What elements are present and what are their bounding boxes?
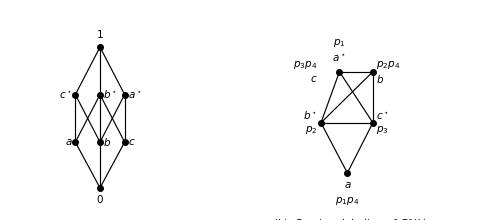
Text: (b)  Coprime labeling of $G^c(L)$: (b) Coprime labeling of $G^c(L)$ bbox=[273, 218, 427, 220]
Text: $p_3$: $p_3$ bbox=[376, 124, 389, 136]
Text: (a)  $L = \mathbf{2}^3$: (a) $L = \mathbf{2}^3$ bbox=[74, 218, 126, 220]
Text: $p_2$: $p_2$ bbox=[305, 124, 318, 136]
Text: 0: 0 bbox=[97, 195, 103, 205]
Text: $a$: $a$ bbox=[64, 137, 72, 147]
Text: $p_2p_4$: $p_2p_4$ bbox=[376, 59, 400, 71]
Text: $a^\star$: $a^\star$ bbox=[332, 52, 346, 64]
Text: $c^\star$: $c^\star$ bbox=[376, 110, 390, 122]
Text: $p_1$: $p_1$ bbox=[333, 37, 345, 49]
Text: $b$: $b$ bbox=[376, 73, 384, 85]
Text: $b$: $b$ bbox=[102, 136, 110, 148]
Text: $p_1p_4$: $p_1p_4$ bbox=[335, 195, 359, 207]
Text: $p_3p_4$: $p_3p_4$ bbox=[293, 59, 318, 71]
Text: $c$: $c$ bbox=[310, 74, 318, 84]
Text: $a$: $a$ bbox=[344, 180, 351, 190]
Text: $b^\star$: $b^\star$ bbox=[102, 88, 117, 101]
Text: $a^\star$: $a^\star$ bbox=[128, 88, 141, 101]
Text: $b^\star$: $b^\star$ bbox=[303, 110, 318, 122]
Text: 1: 1 bbox=[96, 30, 103, 40]
Text: $c^\star$: $c^\star$ bbox=[59, 88, 72, 101]
Text: $c$: $c$ bbox=[128, 137, 136, 147]
